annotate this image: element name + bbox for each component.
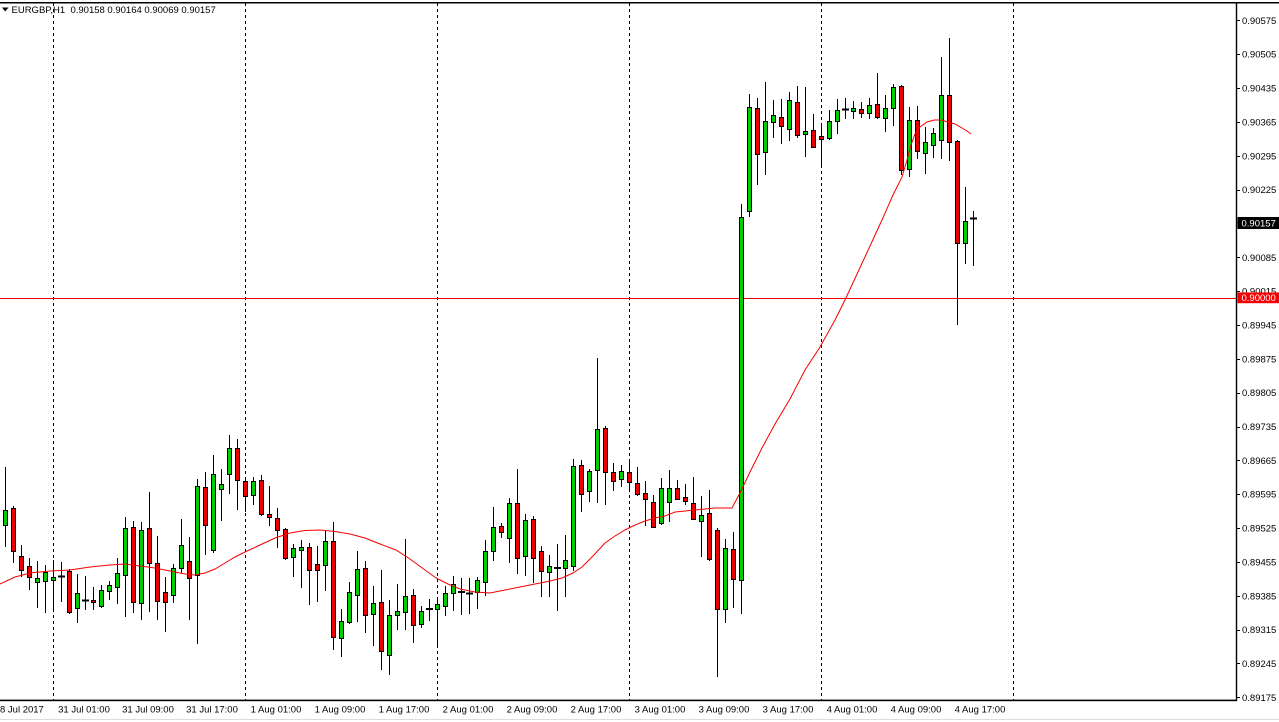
svg-text:2 Aug 17:00: 2 Aug 17:00 (571, 705, 622, 716)
svg-text:1 Aug 01:00: 1 Aug 01:00 (251, 705, 302, 716)
svg-text:3 Aug 17:00: 3 Aug 17:00 (763, 705, 814, 716)
svg-text:0.89805: 0.89805 (1242, 388, 1276, 399)
svg-text:0.90365: 0.90365 (1242, 117, 1276, 128)
svg-text:31 Jul 17:00: 31 Jul 17:00 (186, 705, 238, 716)
svg-text:0.90157: 0.90157 (1242, 219, 1276, 230)
svg-text:0.89665: 0.89665 (1242, 456, 1276, 467)
svg-text:0.89945: 0.89945 (1242, 321, 1276, 332)
svg-text:2 Aug 09:00: 2 Aug 09:00 (507, 705, 558, 716)
svg-text:0.89595: 0.89595 (1242, 490, 1276, 501)
svg-text:0.90225: 0.90225 (1242, 185, 1276, 196)
svg-text:EURGBP,H1 0.90158 0.90164 0.9: EURGBP,H1 0.90158 0.90164 0.90069 0.9015… (12, 5, 216, 16)
svg-text:0.90295: 0.90295 (1242, 151, 1276, 162)
svg-text:0.89735: 0.89735 (1242, 422, 1276, 433)
svg-text:31 Jul 01:00: 31 Jul 01:00 (58, 705, 110, 716)
svg-text:0.90085: 0.90085 (1242, 253, 1276, 264)
svg-text:4 Aug 09:00: 4 Aug 09:00 (891, 705, 942, 716)
svg-text:0.89455: 0.89455 (1242, 557, 1276, 568)
svg-text:0.89385: 0.89385 (1242, 591, 1276, 602)
svg-text:0.89525: 0.89525 (1242, 524, 1276, 535)
svg-text:4 Aug 01:00: 4 Aug 01:00 (827, 705, 878, 716)
svg-text:0.90015: 0.90015 (1242, 287, 1276, 298)
svg-text:2 Aug 01:00: 2 Aug 01:00 (443, 705, 494, 716)
svg-text:0.89245: 0.89245 (1242, 659, 1276, 670)
svg-text:0.89175: 0.89175 (1242, 693, 1276, 704)
svg-text:3 Aug 01:00: 3 Aug 01:00 (635, 705, 686, 716)
svg-text:1 Aug 17:00: 1 Aug 17:00 (379, 705, 430, 716)
svg-text:0.89315: 0.89315 (1242, 625, 1276, 636)
svg-text:4 Aug 17:00: 4 Aug 17:00 (955, 705, 1006, 716)
svg-text:0.90435: 0.90435 (1242, 84, 1276, 95)
svg-text:3 Aug 09:00: 3 Aug 09:00 (699, 705, 750, 716)
svg-text:0.90575: 0.90575 (1242, 16, 1276, 27)
svg-text:0.90000: 0.90000 (1242, 293, 1276, 304)
svg-text:1 Aug 09:00: 1 Aug 09:00 (315, 705, 366, 716)
svg-text:0.90505: 0.90505 (1242, 50, 1276, 61)
svg-text:8 Jul 2017: 8 Jul 2017 (0, 705, 44, 716)
svg-text:0.89875: 0.89875 (1242, 354, 1276, 365)
svg-text:31 Jul 09:00: 31 Jul 09:00 (122, 705, 174, 716)
